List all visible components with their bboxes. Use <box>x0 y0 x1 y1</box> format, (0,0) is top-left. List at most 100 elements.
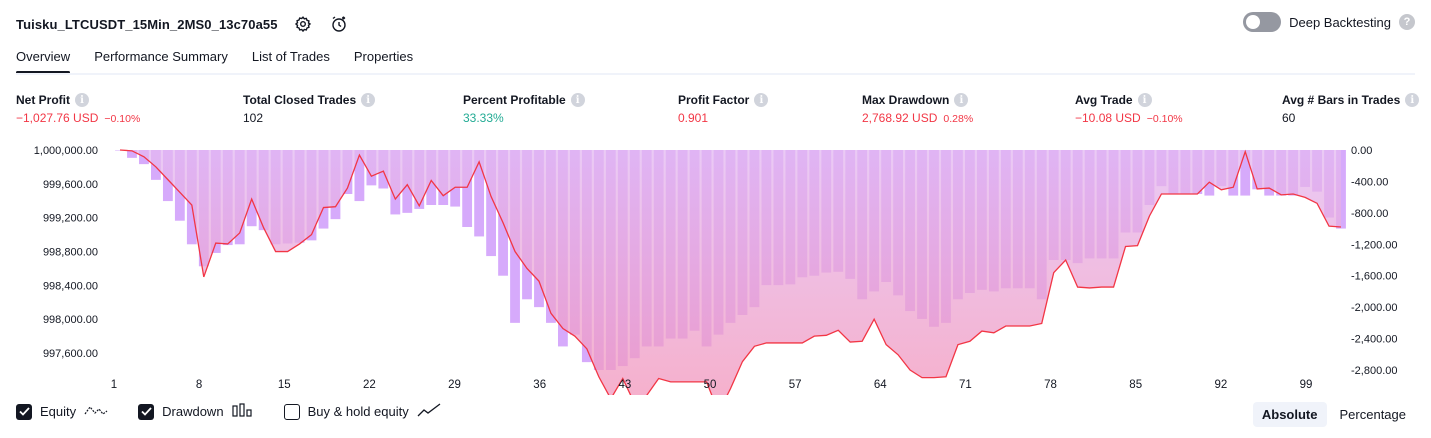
legend-drawdown[interactable]: Drawdown <box>138 403 253 420</box>
percentage-button[interactable]: Percentage <box>1339 407 1407 422</box>
x-tick-label: 22 <box>363 379 376 391</box>
tab-overview[interactable]: Overview <box>16 46 71 74</box>
metric-label: Percent Profitable <box>463 93 566 107</box>
metric-label: Avg Trade <box>1075 93 1133 107</box>
drawdown-bars-icon <box>231 403 254 420</box>
strategy-header: Tuisku_LTCUSDT_15Min_2MS0_13c70a55 <box>16 10 350 38</box>
metric-value: 33.33% <box>463 111 504 125</box>
info-icon[interactable]: i <box>75 93 89 107</box>
x-tick-label: 71 <box>959 379 972 391</box>
y-left-tick-label: 999,600.00 <box>43 179 98 191</box>
equity-checkbox[interactable] <box>16 403 32 420</box>
x-tick-label: 29 <box>448 379 461 391</box>
x-tick-label: 43 <box>618 379 631 391</box>
drawdown-label: Drawdown <box>162 404 224 419</box>
x-tick-label: 36 <box>533 379 546 391</box>
info-icon[interactable]: i <box>754 93 769 107</box>
equity-line <box>119 149 1342 395</box>
metric-avg-bars: Avg # Bars in Trades i 60 <box>1282 93 1420 125</box>
info-icon[interactable]: i <box>570 93 585 107</box>
tab-list-of-trades[interactable]: List of Trades <box>251 49 330 64</box>
legend-buy-hold[interactable]: Buy & hold equity <box>283 403 441 420</box>
deep-backtesting-toggle[interactable] <box>1243 12 1282 32</box>
metric-percent: −0.10% <box>104 113 141 125</box>
absolute-button[interactable]: Absolute <box>1252 402 1327 427</box>
metrics-row: Net Profit i −1,027.76 USD −0.10% Total Cl… <box>16 93 1420 133</box>
metric-label: Avg # Bars in Trades <box>1282 93 1401 107</box>
metric-value: 102 <box>243 111 264 125</box>
x-tick-label: 50 <box>704 379 717 391</box>
chart-legend: Equity Drawdown Buy & hold equity <box>16 403 471 420</box>
buy-hold-label: Buy & hold equity <box>307 404 409 419</box>
info-icon[interactable]: i <box>1405 93 1420 107</box>
tab-performance-summary[interactable]: Performance Summary <box>94 49 228 64</box>
y-right-tick-label: -400.00 <box>1351 176 1388 188</box>
drawdown-bar <box>486 150 496 257</box>
drawdown-bar <box>127 150 137 158</box>
metric-label: Total Closed Trades <box>243 93 357 107</box>
metric-net-profit: Net Profit i −1,027.76 USD −0.10% <box>16 93 140 125</box>
equity-chart[interactable]: 1,000,000.00 999,600.00 999,200.00 998,800.… <box>0 140 1431 395</box>
metric-value: 0.901 <box>678 111 709 125</box>
legend-equity[interactable]: Equity <box>16 403 108 420</box>
metric-total-closed-trades: Total Closed Trades i 102 <box>243 93 376 125</box>
buy-hold-line-icon <box>417 403 441 420</box>
y-right-tick-label: -2,800.00 <box>1351 365 1397 377</box>
x-tick-label: 85 <box>1129 379 1142 391</box>
info-icon[interactable]: i <box>361 93 376 107</box>
metric-value: 60 <box>1282 111 1296 125</box>
deep-backtesting-label: Deep Backtesting <box>1289 14 1391 30</box>
x-tick-label: 15 <box>278 379 291 391</box>
metric-avg-trade: Avg Trade i −10.08 USD −0.10% <box>1075 93 1183 125</box>
metric-profit-factor: Profit Factor i 0.901 <box>678 93 769 125</box>
settings-icon[interactable] <box>292 13 314 35</box>
metric-label: Net Profit <box>16 93 70 107</box>
y-right-tick-label: -800.00 <box>1351 208 1388 220</box>
info-icon[interactable]: i <box>954 93 969 107</box>
metric-value: −1,027.76 USD <box>16 111 99 125</box>
y-right-tick-label: -1,200.00 <box>1351 239 1397 251</box>
y-left-tick-label: 998,400.00 <box>43 280 98 292</box>
add-alert-icon[interactable] <box>328 13 350 35</box>
equity-label: Equity <box>40 404 77 419</box>
y-left-tick-label: 999,200.00 <box>43 213 98 225</box>
y-right-tick-label: 0.00 <box>1351 145 1372 157</box>
equity-area <box>120 150 1341 395</box>
drawdown-bar <box>1240 150 1251 196</box>
drawdown-bar <box>462 150 473 227</box>
y-left-tick-label: 998,800.00 <box>43 247 98 259</box>
drawdown-bar <box>474 150 485 237</box>
y-right-tick-label: -2,400.00 <box>1351 334 1397 346</box>
y-right-tick-label: -1,600.00 <box>1351 271 1397 283</box>
drawdown-bar <box>354 150 365 202</box>
metric-label: Profit Factor <box>678 93 750 107</box>
drawdown-checkbox[interactable] <box>138 403 155 420</box>
metric-label: Max Drawdown <box>862 93 950 107</box>
deep-backtesting: Deep Backtesting ? <box>1243 12 1415 32</box>
x-tick-label: 1 <box>111 379 117 391</box>
x-tick-label: 92 <box>1214 379 1227 391</box>
metric-value: −10.08 USD <box>1075 111 1141 125</box>
info-icon[interactable]: i <box>1137 93 1152 107</box>
report-tabs: Overview Performance Summary List of Tra… <box>16 46 437 74</box>
x-tick-label: 64 <box>874 379 887 391</box>
strategy-title: Tuisku_LTCUSDT_15Min_2MS0_13c70a55 <box>16 16 278 32</box>
y-left-tick-label: 997,600.00 <box>43 348 98 360</box>
x-tick-label: 8 <box>196 379 202 391</box>
tab-divider <box>16 73 1415 75</box>
y-left-tick-label: 1,000,000.00 <box>34 145 98 157</box>
x-tick-label: 78 <box>1044 379 1057 391</box>
equity-line-icon <box>84 403 108 420</box>
metric-percent-profitable: Percent Profitable i 33.33% <box>463 93 585 125</box>
metric-max-drawdown: Max Drawdown i 2,768.92 USD 0.28% <box>862 93 973 125</box>
value-mode-switch: Absolute Percentage <box>1252 402 1415 427</box>
buy-hold-checkbox[interactable] <box>283 403 300 420</box>
help-icon[interactable]: ? <box>1399 14 1415 30</box>
metric-value: 2,768.92 USD <box>862 111 938 125</box>
x-tick-label: 57 <box>789 379 802 391</box>
metric-percent: −0.10% <box>1146 113 1183 125</box>
y-left-tick-label: 998,000.00 <box>43 314 98 326</box>
metric-percent: 0.28% <box>943 113 974 125</box>
tab-properties[interactable]: Properties <box>353 49 414 64</box>
y-right-tick-label: -2,000.00 <box>1351 302 1397 314</box>
